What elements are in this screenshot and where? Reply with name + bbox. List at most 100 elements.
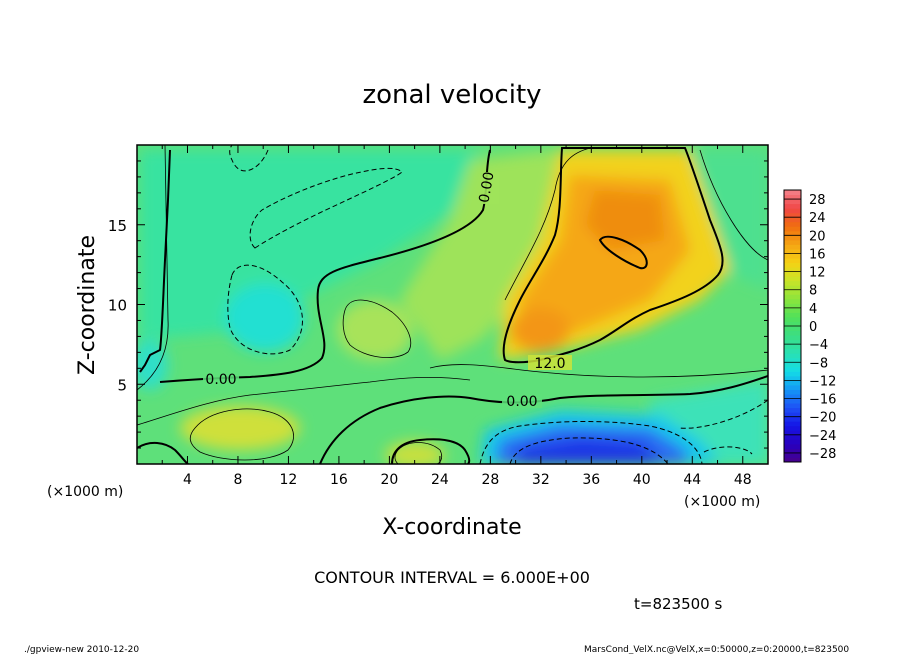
- x-unit-right: (×1000 m): [684, 494, 760, 510]
- colorbar-segment: [784, 307, 801, 313]
- contour-label-zero-left: 0.00: [205, 372, 236, 388]
- x-tick-label: 8: [233, 472, 242, 488]
- x-tick-label: 12: [280, 472, 298, 488]
- contour-label-zero-vertical: 0.00: [476, 171, 497, 204]
- colorbar-segment: [784, 339, 801, 345]
- contour-label-zero-lower: 0.00: [506, 394, 537, 410]
- colorbar-segment: [784, 230, 801, 236]
- colorbar-tick-label: 16: [809, 247, 826, 262]
- colorbar-segment: [784, 285, 801, 291]
- colorbar-segment: [784, 235, 801, 241]
- colorbar-segment: [784, 362, 801, 368]
- colorbar-segment: [784, 226, 801, 232]
- colorbar-segment: [784, 221, 801, 227]
- contour-negative-lower: [479, 421, 703, 464]
- colorbar-segment: [784, 203, 801, 209]
- colorbar-segment: [784, 298, 801, 304]
- x-tick-label: 24: [431, 472, 449, 488]
- contour-label-twelve: 12.0: [534, 356, 565, 372]
- contour-negative-upper: [249, 167, 403, 249]
- colorbar-segment: [784, 407, 801, 413]
- colorbar-tick-label: 12: [809, 266, 826, 281]
- colorbar-segment: [784, 248, 801, 254]
- colorbar-segment: [784, 303, 801, 309]
- colorbar-segment: [784, 416, 801, 422]
- colorbar-segment: [784, 258, 801, 264]
- contour-positive-yellow: [504, 147, 591, 301]
- colorbar-segment: [784, 443, 801, 449]
- colorbar-segment: [784, 357, 801, 363]
- colorbar-segment: [784, 280, 801, 286]
- positive-contours: [137, 145, 768, 464]
- colorbar-segment: [784, 421, 801, 427]
- colorbar-segment: [784, 294, 801, 300]
- colorbar: 28 24 20 16 12 8 4 0 −4 −8 −12 −16 −20 −24 −28: [783, 189, 836, 463]
- contour-positive-center-blob: [342, 299, 412, 358]
- colorbar-segment: [784, 384, 801, 390]
- colorbar-segment: [784, 452, 801, 458]
- colorbar-segment: [784, 312, 801, 318]
- x-tick-label: 32: [532, 472, 550, 488]
- colorbar-tick-label: −20: [809, 411, 836, 426]
- negative-contours: [227, 145, 768, 464]
- contour-interval-text: CONTOUR INTERVAL = 6.000E+00: [314, 568, 590, 587]
- colorbar-segment: [784, 244, 801, 250]
- field-region-left-edge-cyan: [137, 340, 168, 390]
- contour-positive-lower-band: [137, 376, 471, 426]
- colorbar-segment: [784, 316, 801, 322]
- colorbar-segment: [784, 439, 801, 445]
- x-tick-label: 40: [633, 472, 651, 488]
- footer-right: MarsCond_VelX.nc@VelX,x=0:50000,z=0:2000…: [584, 645, 849, 654]
- field-region-upper-right: [690, 150, 768, 290]
- colorbar-segment: [784, 330, 801, 336]
- colorbar-segment: [784, 262, 801, 268]
- contour-zero-bottom-left: [137, 442, 189, 464]
- field-region-yellowgreen: [400, 150, 560, 360]
- colorbar-segment: [784, 289, 801, 295]
- colorbar-segment: [784, 348, 801, 354]
- y-tick-label: 15: [108, 217, 127, 235]
- x-tick-label: 44: [683, 472, 701, 488]
- colorbar-segment: [784, 212, 801, 218]
- contour-positive-upper-right: [699, 149, 768, 261]
- contour-twelve-inner: [598, 235, 648, 270]
- x-tick-label: 4: [183, 472, 192, 488]
- field-region-lightgreen-blob: [337, 300, 413, 360]
- colorbar-tick-label: −28: [809, 447, 836, 462]
- colorbar-segment: [784, 366, 801, 372]
- colorbar-segment: [784, 208, 801, 214]
- colorbar-segment: [784, 217, 801, 223]
- colorbar-segment: [784, 267, 801, 273]
- field-region-cyan-blob: [225, 284, 305, 352]
- colorbar-segment: [784, 253, 801, 259]
- colorbar-segment: [784, 276, 801, 282]
- x-tick-label: 20: [380, 472, 398, 488]
- colorbar-segment: [784, 425, 801, 431]
- contour-labels: 0.00 0.00 12.0 0.00: [203, 171, 572, 410]
- x-tick-label: 48: [734, 472, 752, 488]
- colorbar-tick-label: −8: [809, 356, 828, 371]
- field-region-dark-blue: [515, 438, 665, 464]
- x-axis: 4 8 12 16 20 24 28 32 36 40 44 48: [161, 145, 752, 488]
- contour-negative-right-edge: [679, 399, 768, 429]
- colorbar-segment: [784, 344, 801, 350]
- colorbar-segment: [784, 375, 801, 381]
- contour-positive-bottom-blob: [394, 442, 443, 464]
- colorbar-segment: [784, 434, 801, 440]
- field-region-orange-blob: [510, 308, 570, 352]
- contour-negative-lower-inner: [509, 437, 669, 464]
- contour-twelve: [502, 147, 724, 364]
- colorbar-segment: [784, 457, 801, 463]
- field-region-upper-left-cyan: [140, 150, 480, 340]
- colorbar-tick-label: 28: [809, 193, 826, 208]
- x-tick-label: 16: [330, 472, 348, 488]
- contour-negative-lower-right: [703, 446, 753, 455]
- colorbar-segment: [784, 371, 801, 377]
- colorbar-segment: [784, 335, 801, 341]
- y-tick-label: 5: [117, 376, 127, 394]
- velocity-field: [137, 145, 768, 464]
- colorbar-segment: [784, 326, 801, 332]
- contour-zero-upper: [159, 149, 491, 383]
- colorbar-segment: [784, 398, 801, 404]
